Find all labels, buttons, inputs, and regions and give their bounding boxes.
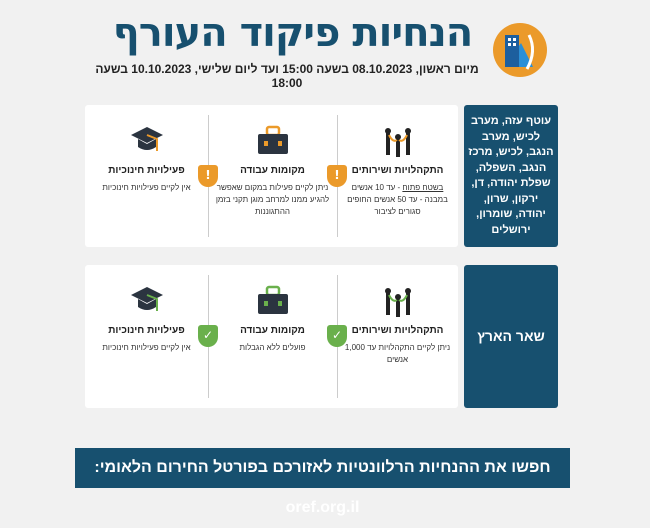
item-title: מקומות עבודה (240, 325, 305, 336)
region-label: שאר הארץ (464, 265, 558, 408)
item-title: התקהלויות ושירותים (351, 325, 444, 336)
gatherings-item: התקהלויות ושירותים ניתן לקיים התקהלויות … (337, 265, 458, 408)
graduation-cap-icon (85, 283, 208, 319)
item-title: התקהלויות ושירותים (351, 165, 444, 176)
item-title: פעילויות חינוכיות (108, 165, 185, 176)
education-item: פעילויות חינוכיות אין לקיים פעילויות חינ… (85, 265, 208, 408)
check-badge-icon: ✓ (327, 325, 347, 347)
guidelines-panel-warning: התקהלויות ושירותים בשטח פתוח - עד 10 אנש… (85, 105, 458, 247)
page-title: הנחיות פיקוד העורף (112, 10, 473, 56)
region-label: עוטף עזה, מערב לכיש, מערב הנגב, לכיש, מר… (464, 105, 558, 247)
workplaces-item: מקומות עבודה ניתן לקיים פעילות במקום שאפ… (208, 105, 337, 247)
gathering-icon (337, 123, 458, 159)
item-text: אין לקיים פעילויות חינוכיות (102, 183, 191, 192)
briefcase-icon (208, 123, 337, 159)
date-range: מיום ראשון, 08.10.2023 בשעה 15:00 ועד לי… (95, 62, 479, 90)
item-text: ניתן לקיים פעילות במקום שאפשר להגיע ממנו… (215, 183, 330, 216)
gathering-icon (337, 283, 458, 319)
briefcase-icon (208, 283, 337, 319)
item-title: מקומות עבודה (240, 165, 305, 176)
item-title: פעילויות חינוכיות (108, 325, 185, 336)
graduation-cap-icon (85, 123, 208, 159)
item-text: ניתן לקיים התקהלויות עד 1,000 אנשים (344, 343, 451, 364)
guidelines-panel-ok: התקהלויות ושירותים ניתן לקיים התקהלויות … (85, 265, 458, 408)
item-text: אין לקיים פעילויות חינוכיות (102, 343, 191, 352)
warning-badge-icon: ! (198, 165, 218, 187)
home-front-command-logo (493, 23, 547, 77)
item-text: פועלים ללא הגבלות (239, 343, 306, 352)
item-text: בשטח פתוח - עד 10 אנשים במבנה - עד 50 אנ… (347, 183, 448, 216)
warning-badge-icon: ! (327, 165, 347, 187)
education-item: פעילויות חינוכיות אין לקיים פעילויות חינ… (85, 105, 208, 247)
check-badge-icon: ✓ (198, 325, 218, 347)
portal-footer-banner: חפשו את ההנחיות הרלוונטיות לאזורכם בפורט… (75, 448, 570, 516)
workplaces-item: מקומות עבודה פועלים ללא הגבלות (208, 265, 337, 408)
gatherings-item: התקהלויות ושירותים בשטח פתוח - עד 10 אנש… (337, 105, 458, 247)
